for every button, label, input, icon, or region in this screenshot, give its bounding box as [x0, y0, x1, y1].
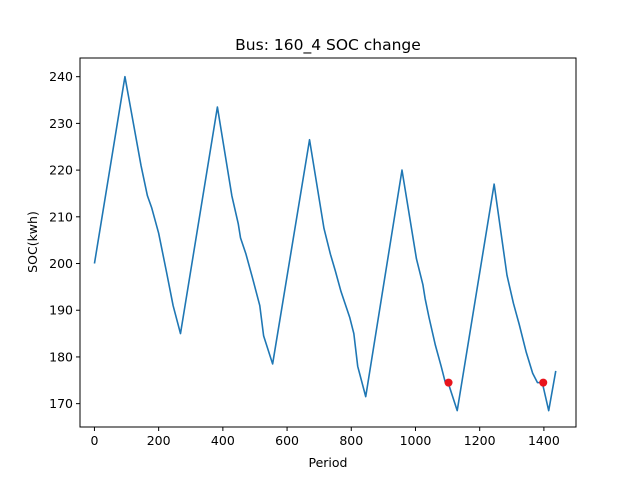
- plot-area: [93, 75, 557, 412]
- red-marker-1: [539, 378, 548, 387]
- x-tick-label-0: 0: [90, 433, 98, 448]
- x-tick-label-3: 600: [275, 433, 299, 448]
- x-tick-label-2: 400: [211, 433, 235, 448]
- x-axis: 0 200 400 600 800 1000 1200 1400: [90, 427, 560, 448]
- series-line-0: [93, 75, 557, 412]
- y-tick-label-5: 220: [49, 163, 73, 178]
- y-tick-label-7: 240: [49, 69, 73, 84]
- y-tick-label-6: 230: [49, 116, 73, 131]
- y-tick-label-2: 190: [49, 303, 73, 318]
- y-axis: 170 180 190 200 210 220 230 240: [49, 69, 80, 411]
- axes-frame: [79, 57, 577, 428]
- y-tick-label-3: 200: [49, 256, 73, 271]
- y-tick-label-4: 210: [49, 209, 73, 224]
- chart-title: Bus: 160_4 SOC change: [235, 36, 421, 55]
- y-tick-label-1: 180: [49, 349, 73, 364]
- x-tick-label-5: 1000: [400, 433, 432, 448]
- x-axis-label: Period: [309, 455, 348, 470]
- x-tick-label-1: 200: [147, 433, 171, 448]
- y-axis-label: SOC(kwh): [25, 211, 40, 273]
- x-tick-label-7: 1400: [528, 433, 560, 448]
- x-tick-label-4: 800: [339, 433, 363, 448]
- red-marker-0: [444, 378, 453, 387]
- x-tick-label-6: 1200: [464, 433, 496, 448]
- y-tick-label-0: 170: [49, 396, 73, 411]
